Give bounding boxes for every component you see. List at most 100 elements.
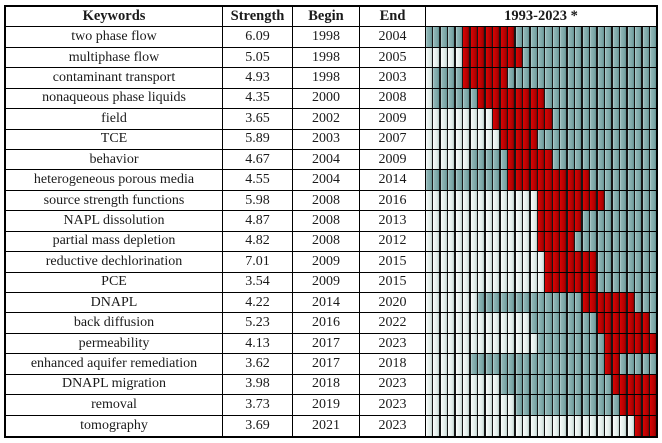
year-cell-2017	[605, 313, 612, 333]
year-cell-2019	[620, 190, 627, 211]
year-cell-1996	[448, 374, 455, 395]
year-cell-1995	[440, 88, 447, 109]
year-cell-2005	[515, 170, 522, 190]
begin-cell: 2017	[293, 333, 360, 354]
begin-cell: 2009	[293, 252, 360, 272]
year-cell-1997	[455, 231, 462, 252]
year-cell-2022	[642, 333, 649, 354]
end-cell: 2022	[360, 313, 426, 333]
year-cell-2022	[642, 68, 649, 88]
year-cell-2010	[552, 47, 559, 68]
timeline-strip	[426, 88, 656, 109]
strength-cell: 3.62	[223, 354, 293, 374]
year-cell-1999	[470, 88, 477, 109]
end-cell: 2015	[360, 252, 426, 272]
year-cell-1996	[448, 170, 455, 190]
year-cell-2021	[635, 190, 642, 211]
year-cell-2012	[567, 313, 574, 333]
year-cell-2019	[620, 68, 627, 88]
year-cell-2010	[552, 272, 559, 292]
year-cell-2000	[478, 252, 485, 272]
end-cell: 2023	[360, 415, 426, 436]
year-cell-2016	[597, 150, 604, 170]
year-cell-1995	[440, 374, 447, 395]
year-cell-2021	[635, 374, 642, 395]
year-cell-2006	[523, 231, 530, 252]
year-cell-2001	[485, 109, 492, 129]
table-row: DNAPL 4.22 2014 2020	[6, 293, 656, 314]
year-cell-2013	[575, 252, 582, 272]
year-cell-2002	[493, 109, 500, 129]
year-cell-2007	[530, 47, 537, 68]
year-cell-2020	[627, 252, 634, 272]
year-cell-2021	[635, 170, 642, 190]
year-cell-2010	[552, 293, 559, 313]
year-cell-2023	[650, 109, 656, 129]
end-cell: 2009	[360, 109, 426, 129]
year-cell-2016	[597, 129, 604, 149]
strength-cell: 3.98	[223, 374, 293, 395]
year-cell-2020	[627, 211, 634, 231]
timeline-strip	[426, 170, 656, 190]
year-cell-2013	[575, 333, 582, 354]
year-cell-2000	[478, 88, 485, 109]
year-cell-2008	[537, 109, 545, 129]
year-cell-2018	[612, 354, 619, 374]
year-cell-2012	[567, 395, 574, 415]
year-cell-1993	[426, 27, 433, 47]
year-cell-1998	[463, 374, 470, 395]
year-cell-2014	[582, 150, 589, 170]
year-cell-2008	[537, 313, 545, 333]
year-cell-2002	[493, 68, 500, 88]
year-cell-2011	[560, 252, 567, 272]
year-cell-2022	[642, 129, 649, 149]
year-cell-1993	[426, 170, 433, 190]
year-cell-2017	[605, 129, 612, 149]
year-cell-2017	[605, 211, 612, 231]
year-cell-2020	[627, 129, 634, 149]
year-cell-2007	[530, 293, 537, 313]
year-cell-1999	[470, 272, 477, 292]
year-cell-2018	[612, 129, 619, 149]
year-cell-2012	[567, 252, 574, 272]
year-cell-2006	[523, 211, 530, 231]
year-cell-2009	[545, 27, 552, 47]
year-cell-2007	[530, 252, 537, 272]
year-cell-2000	[478, 170, 485, 190]
year-cell-2019	[620, 150, 627, 170]
year-cell-2020	[627, 150, 634, 170]
year-cell-2003	[500, 129, 507, 149]
year-cell-1997	[455, 129, 462, 149]
year-cell-2021	[635, 150, 642, 170]
year-cell-2005	[515, 374, 522, 395]
year-cell-2019	[620, 374, 627, 395]
year-cell-2017	[605, 293, 612, 313]
year-cell-2002	[493, 395, 500, 415]
year-cell-1994	[433, 47, 440, 68]
begin-cell: 1998	[293, 27, 360, 47]
year-cell-1998	[463, 211, 470, 231]
year-cell-2008	[537, 415, 545, 436]
year-cell-2005	[515, 47, 522, 68]
end-cell: 2013	[360, 211, 426, 231]
year-cell-2001	[485, 129, 492, 149]
year-cell-2003	[500, 374, 507, 395]
year-cell-2020	[627, 374, 634, 395]
year-cell-2000	[478, 293, 485, 313]
year-cell-2013	[575, 374, 582, 395]
year-cell-1995	[440, 68, 447, 88]
year-cell-2022	[642, 354, 649, 374]
year-cell-2005	[515, 354, 522, 374]
year-cell-1996	[448, 395, 455, 415]
year-cell-1999	[470, 395, 477, 415]
year-cell-1999	[470, 293, 477, 313]
year-cell-2011	[560, 313, 567, 333]
year-cell-2016	[597, 333, 604, 354]
year-cell-2010	[552, 415, 559, 436]
year-cell-1996	[448, 129, 455, 149]
year-cell-2014	[582, 293, 589, 313]
year-cell-1994	[433, 150, 440, 170]
table-row: behavior 4.67 2004 2009	[6, 150, 656, 171]
timeline-strip	[426, 211, 656, 231]
year-cell-2005	[515, 211, 522, 231]
